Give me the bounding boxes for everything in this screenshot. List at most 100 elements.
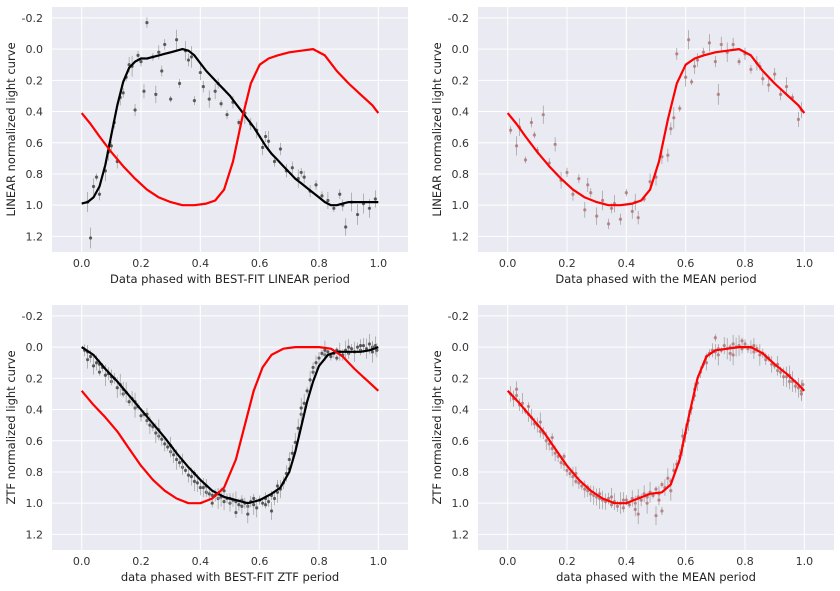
data-point [577,177,581,181]
data-point [88,354,93,359]
chart-panel-4: 0.0 0.2 0.4 0.6 0.8 1.0 -0.2 0.0 0.2 0.4 0.6 0.8 1.0… [430,305,834,584]
y-tick-label: 0.6 [452,137,470,150]
data-point [189,475,194,479]
x-tick-label: 0.8 [310,555,328,568]
data-point [198,70,202,75]
x-axis-label: Data phased with the MEAN period [555,272,756,286]
data-point [633,507,637,512]
data-point [636,512,640,516]
data-point [139,60,143,64]
data-point [222,489,226,493]
data-point [367,342,372,346]
data-point [615,504,620,508]
y-tick-label: 0.4 [452,106,470,119]
data-point [586,183,590,187]
x-tick-label: 0.0 [73,555,91,568]
x-tick-label: 0.0 [499,555,517,568]
red-model-curve [80,346,380,505]
data-point [761,77,765,81]
data-point [523,158,528,162]
data-point [127,400,131,404]
data-point [355,345,360,349]
data-point [237,503,241,507]
data-point [657,498,661,502]
red-model-curve [80,48,380,207]
data-point [189,55,194,59]
y-tick-label: 0.0 [452,341,470,354]
data-point [574,479,578,483]
y-tick-label: 1.2 [452,528,470,541]
data-point [302,175,306,179]
data-point [793,384,798,388]
data-point [550,446,554,451]
data-point [290,451,294,455]
x-tick-label: 0.6 [677,555,695,568]
black-model-curve [81,48,379,207]
data-point [636,216,640,220]
data-point [314,361,318,365]
data-point [278,147,283,151]
chart-panel-3: 0.0 0.2 0.4 0.6 0.8 1.0 -0.2 0.0 0.2 0.4 0.6 0.8 1.0… [4,305,408,584]
x-tick-label: 0.4 [192,257,210,270]
data-point [678,106,682,111]
data-point [320,194,324,198]
data-point [261,501,265,505]
y-tick-label: 1.2 [26,230,44,243]
y-tick-label: 0.6 [26,137,44,150]
data-point [97,370,102,374]
y-tick-label: 0.8 [452,466,470,479]
data-point [252,496,256,501]
y-tick-label: -0.2 [22,310,43,323]
data-point [175,38,179,42]
data-point [553,451,557,455]
x-tick-label: 0.2 [558,257,576,270]
data-point [201,84,205,89]
y-tick-label: 1.0 [452,497,470,510]
data-point [532,133,536,137]
data-point [609,495,614,499]
data-point [514,387,519,391]
data-point [373,197,377,201]
x-tick-label: 0.2 [132,555,150,568]
data-point [606,222,611,226]
y-tick-label: 0.8 [26,168,44,181]
data-point [293,440,297,444]
data-point [139,414,143,418]
data-point [225,113,229,117]
data-point [687,38,691,42]
x-tick-label: 1.0 [370,555,388,568]
data-point [275,484,280,488]
y-tick-label: 1.2 [26,528,44,541]
data-point [272,159,277,164]
y-tick-label: 0.8 [26,466,44,479]
data-point [758,353,762,357]
data-point [669,127,673,131]
data-point [598,492,602,496]
data-point [713,60,717,64]
data-point [308,378,312,382]
red-model-curve [506,346,806,505]
data-point [701,50,706,54]
data-point [577,481,581,485]
data-point [773,72,777,76]
data-point [562,454,566,458]
data-point [121,91,125,95]
data-point [213,89,217,93]
data-point [509,128,513,132]
data-point [302,401,306,405]
data-point [666,476,670,480]
data-point [160,437,164,441]
data-point [311,365,315,370]
data-point [784,375,789,379]
x-tick-label: 0.2 [132,257,150,270]
y-tick-label: -0.2 [22,12,43,25]
y-tick-label: 1.0 [26,199,44,212]
y-tick-label: 0.2 [452,74,470,87]
data-point [88,236,93,240]
data-point [192,479,196,483]
data-point [716,353,720,357]
data-point [115,386,119,390]
data-point [373,343,377,348]
data-point [609,206,614,210]
x-tick-label: 0.4 [618,257,636,270]
